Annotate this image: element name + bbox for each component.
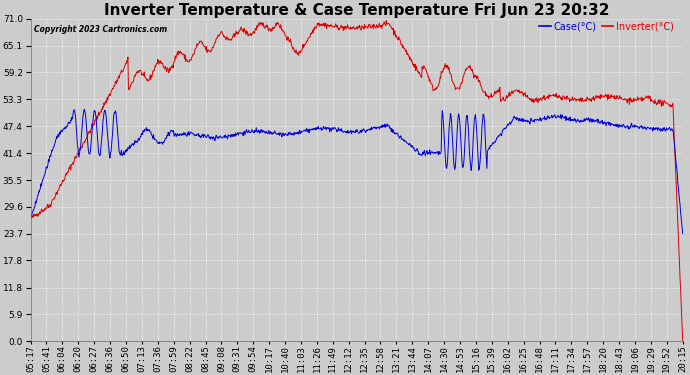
Legend: Case(°C), Inverter(°C): Case(°C), Inverter(°C): [535, 17, 678, 35]
Title: Inverter Temperature & Case Temperature Fri Jun 23 20:32: Inverter Temperature & Case Temperature …: [104, 3, 609, 18]
Text: Copyright 2023 Cartronics.com: Copyright 2023 Cartronics.com: [34, 26, 167, 34]
